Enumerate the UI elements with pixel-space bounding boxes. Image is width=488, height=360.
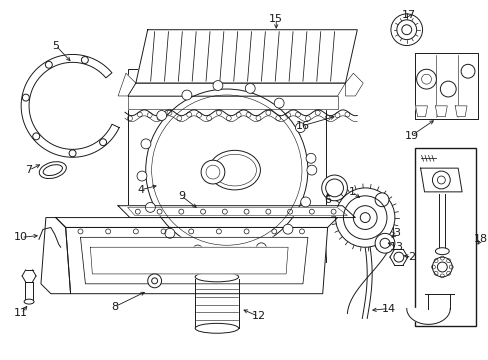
Text: 7: 7 [25, 165, 33, 175]
Bar [414, 148, 475, 326]
Circle shape [201, 160, 224, 184]
Text: 19: 19 [404, 131, 418, 140]
Polygon shape [21, 54, 119, 157]
Text: 16: 16 [295, 121, 309, 131]
Circle shape [283, 224, 292, 234]
Ellipse shape [195, 323, 238, 333]
Circle shape [431, 257, 451, 277]
Text: 10: 10 [14, 232, 28, 242]
Circle shape [192, 245, 202, 255]
Text: 12: 12 [251, 311, 265, 321]
Circle shape [374, 233, 394, 253]
Circle shape [157, 111, 166, 120]
Bar [128, 69, 325, 262]
Ellipse shape [208, 150, 260, 190]
Circle shape [335, 188, 394, 247]
Polygon shape [415, 106, 427, 117]
Polygon shape [414, 53, 477, 119]
Circle shape [274, 98, 284, 108]
Circle shape [431, 171, 449, 189]
Text: 13: 13 [389, 242, 403, 252]
Circle shape [360, 213, 369, 222]
Circle shape [141, 139, 151, 149]
Circle shape [295, 123, 305, 132]
Ellipse shape [195, 272, 238, 282]
Circle shape [256, 243, 266, 253]
Polygon shape [128, 96, 337, 109]
Ellipse shape [434, 248, 448, 255]
Circle shape [416, 69, 435, 89]
Text: 6: 6 [324, 195, 330, 205]
Polygon shape [65, 228, 327, 294]
Circle shape [390, 14, 422, 46]
Circle shape [300, 197, 310, 207]
Circle shape [396, 20, 416, 40]
Circle shape [224, 250, 234, 260]
Polygon shape [81, 237, 307, 284]
Text: 1: 1 [348, 187, 355, 197]
Polygon shape [128, 83, 345, 96]
Text: 2: 2 [407, 252, 414, 262]
Circle shape [145, 89, 307, 251]
Polygon shape [128, 208, 346, 216]
Text: 5: 5 [52, 41, 59, 50]
Circle shape [137, 171, 146, 181]
Circle shape [182, 90, 191, 100]
Polygon shape [41, 217, 70, 294]
Polygon shape [90, 247, 287, 274]
Text: 17: 17 [401, 10, 415, 20]
Text: 15: 15 [269, 14, 283, 24]
Text: 9: 9 [178, 191, 184, 201]
Polygon shape [420, 168, 461, 192]
Ellipse shape [24, 299, 34, 304]
Circle shape [305, 153, 315, 163]
Polygon shape [406, 309, 449, 324]
Polygon shape [136, 30, 357, 83]
Circle shape [245, 84, 255, 93]
Circle shape [460, 64, 474, 78]
Text: 11: 11 [14, 309, 28, 319]
Circle shape [321, 175, 346, 201]
Text: 3: 3 [392, 228, 400, 238]
Circle shape [147, 274, 161, 288]
Text: 4: 4 [137, 185, 144, 195]
Polygon shape [118, 206, 355, 217]
Circle shape [145, 202, 155, 212]
Text: 18: 18 [473, 234, 487, 244]
Circle shape [213, 81, 223, 90]
Text: 8: 8 [111, 302, 119, 311]
Circle shape [440, 81, 455, 97]
Text: 14: 14 [381, 303, 395, 314]
Polygon shape [118, 73, 136, 96]
Ellipse shape [39, 162, 66, 179]
Circle shape [306, 165, 316, 175]
Polygon shape [434, 106, 447, 117]
Polygon shape [56, 217, 337, 228]
Circle shape [374, 193, 388, 207]
Polygon shape [345, 73, 363, 96]
Circle shape [164, 228, 175, 238]
Polygon shape [454, 106, 466, 117]
